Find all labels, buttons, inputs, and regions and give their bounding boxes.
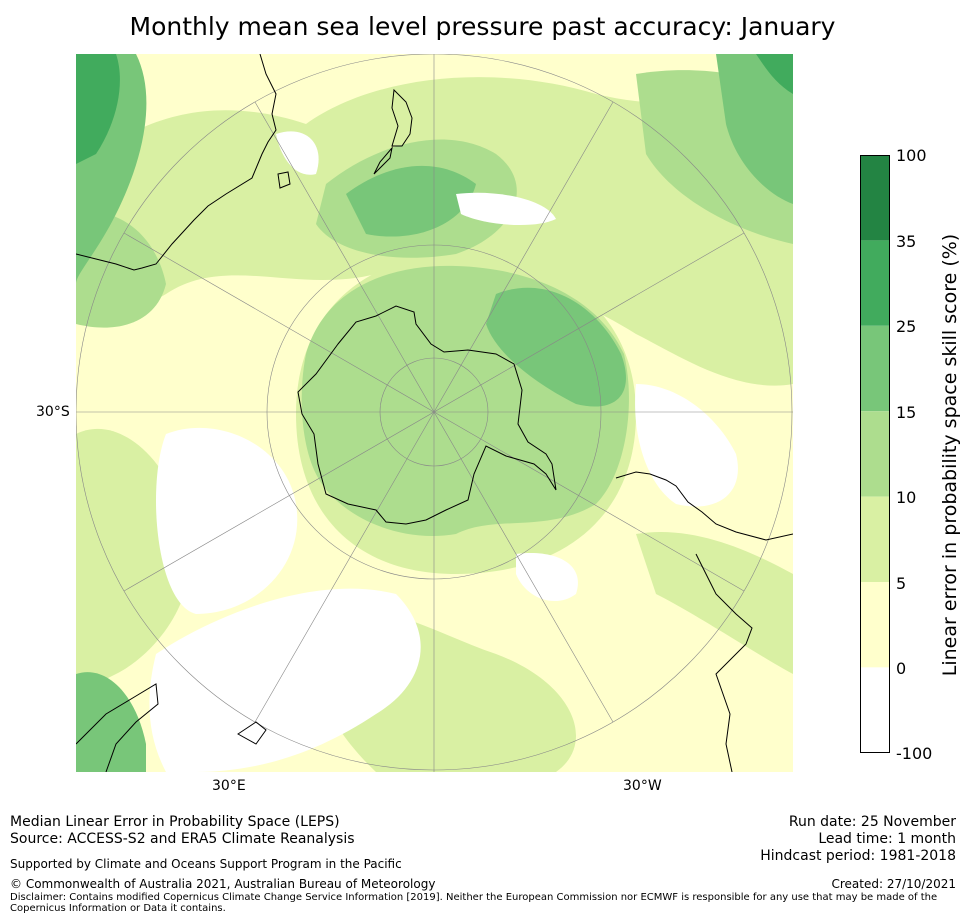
footer-hindcast: Hindcast period: 1981-2018 (760, 848, 956, 864)
colorbar-bin-15-25 (860, 325, 890, 412)
white-region (456, 192, 556, 226)
colorbar-bin-0-5 (860, 582, 890, 668)
new-zealand-coast (373, 146, 393, 175)
dark-green-region (76, 54, 120, 164)
map-title: Monthly mean sea level pressure past acc… (129, 12, 836, 41)
colorbar-bin-neg100-0 (860, 667, 890, 753)
colorbar-tick: 0 (896, 659, 907, 678)
colorbar-bins (860, 155, 890, 753)
polar-map[interactable] (76, 54, 793, 772)
lon-label-30e: 30°E (212, 778, 246, 794)
light-green-region (636, 532, 793, 674)
white-region (635, 384, 738, 507)
colorbar-tick: 25 (896, 317, 917, 336)
south-america-coast (615, 471, 793, 541)
strong-green-region (716, 54, 793, 204)
white-region (149, 588, 421, 772)
colorbar-tick: 100 (896, 146, 927, 165)
antarctica-coast (297, 305, 557, 525)
south-america-coast (695, 553, 753, 772)
new-zealand-coast (391, 88, 413, 147)
africa-coast (76, 683, 159, 772)
footer-run-date: Run date: 25 November (788, 814, 956, 830)
colorbar-label: Linear error in probability space skill … (939, 233, 961, 677)
colorbar-tick: 35 (896, 232, 917, 251)
tasmania-coast (277, 171, 291, 189)
colorbar-outline (860, 155, 890, 753)
colorbar-tick: -100 (896, 744, 933, 763)
strong-green-region (486, 287, 626, 407)
strong-green-region (346, 165, 476, 237)
coastlines (76, 54, 793, 772)
colorbar-tick: 5 (896, 574, 907, 593)
australia-coast (76, 54, 277, 271)
footer-method: Median Linear Error in Probability Space… (10, 814, 340, 830)
white-region (276, 131, 319, 175)
colorbar (860, 155, 890, 753)
meridian-line (123, 232, 745, 592)
colorbar-bin-10-15 (860, 411, 890, 497)
lat-label-30s: 30°S (36, 404, 70, 420)
colorbar-tick: 10 (896, 488, 917, 507)
strong-green-region (76, 672, 146, 772)
madagascar-coast (237, 721, 267, 745)
colorbar-bin-5-10 (860, 496, 890, 582)
dark-green-region (756, 54, 793, 94)
white-region (156, 427, 298, 614)
footer-disclaimer: Disclaimer: Contains modified Copernicus… (10, 892, 938, 914)
lon-label-30w: 30°W (623, 778, 662, 794)
footer-source: Source: ACCESS-S2 and ERA5 Climate Reana… (10, 831, 355, 847)
colorbar-bin-25-35 (860, 240, 890, 326)
white-region (516, 553, 578, 602)
footer-support: Supported by Climate and Oceans Support … (10, 857, 402, 871)
colorbar-bin-35-100 (860, 155, 890, 241)
footer-created: Created: 27/10/2021 (831, 877, 956, 891)
colorbar-tick: 15 (896, 403, 917, 422)
graticule (76, 54, 793, 772)
footer-copyright: © Commonwealth of Australia 2021, Austra… (10, 877, 436, 891)
footer-lead-time: Lead time: 1 month (818, 831, 956, 847)
